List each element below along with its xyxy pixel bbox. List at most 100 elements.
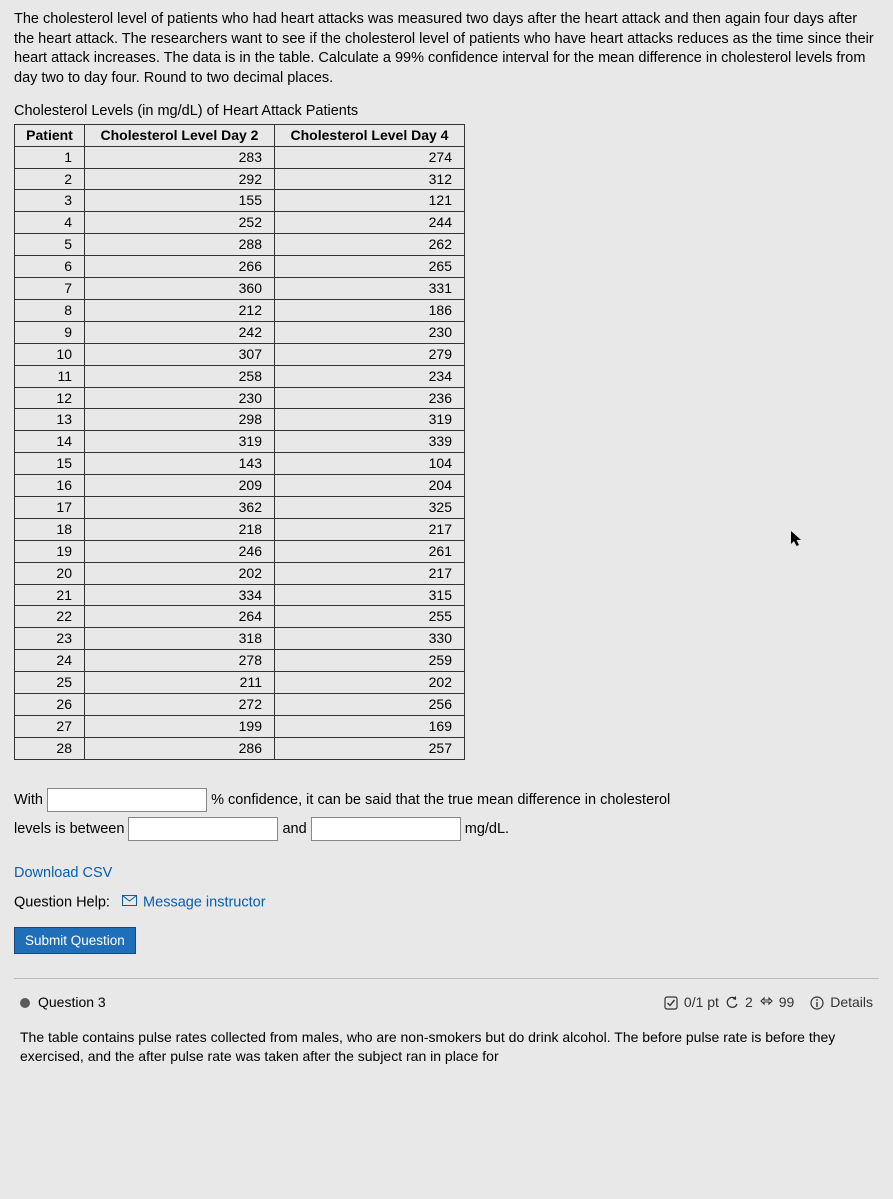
cell-patient: 6 [15,256,85,278]
table-row: 27199169 [15,715,465,737]
cell-day2: 143 [85,453,275,475]
table-row: 18218217 [15,518,465,540]
cell-patient: 15 [15,453,85,475]
cell-day2: 242 [85,321,275,343]
retries-text: 2 [745,993,753,1012]
question-3-header[interactable]: Question 3 0/1 pt 2 99 Details [14,979,879,1022]
table-caption: Cholesterol Levels (in mg/dL) of Heart A… [14,102,879,122]
submit-question-button[interactable]: Submit Question [14,927,136,954]
message-instructor-link[interactable]: Message instructor [143,895,266,911]
cell-day2: 266 [85,256,275,278]
cell-day2: 218 [85,518,275,540]
cell-patient: 19 [15,540,85,562]
cell-day2: 286 [85,737,275,759]
table-row: 7360331 [15,278,465,300]
cell-patient: 1 [15,146,85,168]
question-3-label: Question 3 [38,993,106,1012]
cell-day2: 155 [85,190,275,212]
cell-patient: 13 [15,409,85,431]
cell-day4: 217 [275,562,465,584]
col-patient: Patient [15,124,85,146]
cursor-icon [790,530,804,555]
cell-day2: 209 [85,475,275,497]
cell-patient: 17 [15,496,85,518]
table-row: 8212186 [15,299,465,321]
cell-patient: 5 [15,234,85,256]
cell-day2: 199 [85,715,275,737]
table-row: 4252244 [15,212,465,234]
cell-day2: 272 [85,693,275,715]
table-row: 20202217 [15,562,465,584]
cell-day2: 360 [85,278,275,300]
download-csv-link[interactable]: Download CSV [14,865,112,881]
cell-patient: 26 [15,693,85,715]
cell-day2: 212 [85,299,275,321]
score-text: 0/1 pt [684,993,719,1012]
cell-day4: 255 [275,606,465,628]
cell-patient: 28 [15,737,85,759]
cell-day4: 256 [275,693,465,715]
cell-patient: 12 [15,387,85,409]
table-row: 16209204 [15,475,465,497]
attempts-text: 99 [779,993,795,1012]
details-link[interactable]: Details [830,993,873,1012]
cell-day4: 230 [275,321,465,343]
cell-day4: 104 [275,453,465,475]
cell-patient: 3 [15,190,85,212]
cell-patient: 7 [15,278,85,300]
cell-patient: 22 [15,606,85,628]
cell-patient: 16 [15,475,85,497]
lower-bound-input[interactable] [128,817,278,841]
table-row: 2292312 [15,168,465,190]
cell-patient: 2 [15,168,85,190]
table-row: 26272256 [15,693,465,715]
cell-day2: 292 [85,168,275,190]
table-row: 25211202 [15,672,465,694]
cell-day4: 259 [275,650,465,672]
info-icon [810,996,824,1010]
cell-day4: 202 [275,672,465,694]
cell-day2: 362 [85,496,275,518]
cell-day2: 211 [85,672,275,694]
question-3-text: The table contains pulse rates collected… [20,1028,873,1066]
confidence-input[interactable] [47,788,207,812]
table-row: 6266265 [15,256,465,278]
cell-day4: 315 [275,584,465,606]
answer-and: and [282,821,306,837]
cell-day4: 312 [275,168,465,190]
cell-day2: 252 [85,212,275,234]
cell-day4: 331 [275,278,465,300]
cell-day2: 318 [85,628,275,650]
table-row: 15143104 [15,453,465,475]
retry-icon [725,996,739,1010]
table-row: 12230236 [15,387,465,409]
cell-day4: 339 [275,431,465,453]
cell-patient: 20 [15,562,85,584]
table-row: 3155121 [15,190,465,212]
table-row: 28286257 [15,737,465,759]
table-row: 24278259 [15,650,465,672]
table-row: 5288262 [15,234,465,256]
cell-day4: 186 [275,299,465,321]
table-row: 19246261 [15,540,465,562]
table-row: 9242230 [15,321,465,343]
upper-bound-input[interactable] [311,817,461,841]
cell-day2: 258 [85,365,275,387]
col-day2: Cholesterol Level Day 2 [85,124,275,146]
answer-line2a: levels is between [14,821,124,837]
checkbox-icon [664,996,678,1010]
cell-day4: 244 [275,212,465,234]
table-row: 17362325 [15,496,465,518]
table-row: 21334315 [15,584,465,606]
cell-patient: 10 [15,343,85,365]
cell-day4: 217 [275,518,465,540]
status-dot-icon [20,998,30,1008]
cell-day2: 202 [85,562,275,584]
mail-icon [122,893,137,913]
cell-day2: 298 [85,409,275,431]
answer-unit: mg/dL. [465,821,509,837]
cell-day2: 278 [85,650,275,672]
cell-day4: 234 [275,365,465,387]
cell-patient: 25 [15,672,85,694]
table-row: 10307279 [15,343,465,365]
